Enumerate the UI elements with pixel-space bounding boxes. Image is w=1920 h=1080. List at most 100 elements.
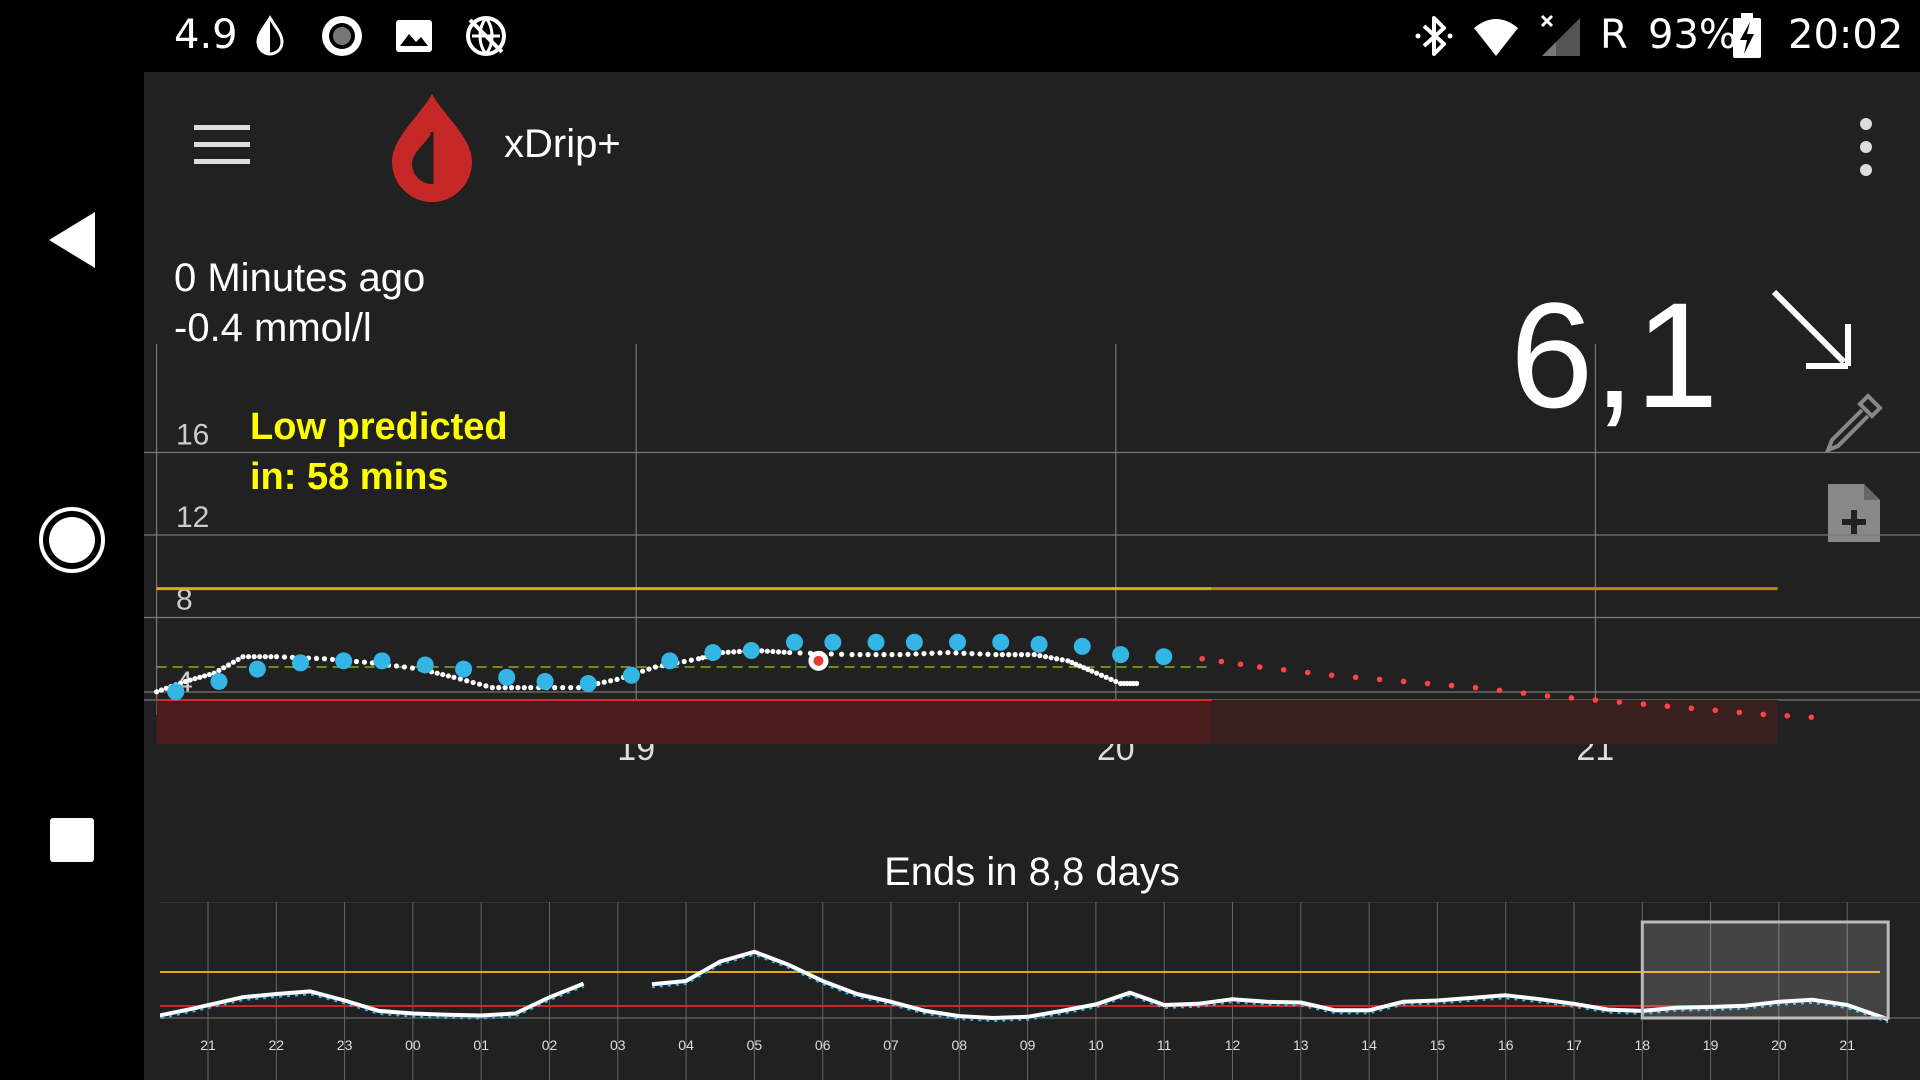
raw-point (699, 655, 706, 661)
overview-viewport-box (1640, 920, 1890, 1020)
raw-point (945, 649, 951, 656)
overview-x-tick-label: 20 (1771, 1037, 1787, 1053)
prediction-point (1760, 711, 1767, 718)
raw-point (961, 650, 967, 656)
raw-point (216, 667, 222, 674)
bg-point (416, 656, 434, 674)
raw-point (905, 651, 911, 657)
prediction-point (1688, 705, 1695, 712)
raw-point (163, 685, 169, 691)
overview-x-tick-label: 05 (747, 1037, 763, 1053)
raw-point (781, 649, 787, 655)
raw-point (1048, 655, 1054, 661)
prediction-point (1544, 693, 1551, 699)
home-button[interactable] (30, 498, 114, 582)
raw-point (496, 685, 502, 691)
raw-point (230, 659, 236, 665)
bg-point (167, 683, 185, 701)
recents-button[interactable] (30, 798, 114, 882)
image-icon (396, 20, 432, 52)
overview-x-tick-label: 11 (1157, 1037, 1172, 1053)
overview-x-tick-label: 15 (1430, 1037, 1446, 1053)
signal-icon (1540, 14, 1580, 56)
raw-point (329, 656, 336, 663)
minutes-ago-label: 0 Minutes ago (174, 256, 426, 300)
back-button[interactable] (30, 198, 114, 282)
raw-point (273, 654, 280, 660)
overview-chart[interactable]: 21 22 23 00 01 02 03 04 05 06 07 08 09 10 11 12 13 14 15 16… (160, 902, 1920, 1080)
raw-point (502, 685, 508, 691)
raw-point (187, 677, 193, 683)
raw-point (182, 678, 188, 685)
raw-point (640, 668, 646, 674)
overview-x-tick-label: 00 (405, 1037, 421, 1053)
raw-point (977, 651, 983, 657)
raw-point (401, 664, 408, 670)
raw-point (1077, 663, 1083, 669)
raw-point (245, 654, 252, 660)
prediction-point (1237, 661, 1244, 668)
prediction-point (1616, 699, 1623, 705)
overview-x-tick-label: 09 (1020, 1037, 1036, 1053)
raw-point (601, 679, 607, 685)
low-band-future (1211, 700, 1778, 744)
low-band-past (156, 700, 1212, 744)
raw-point (201, 673, 208, 679)
bg-point (210, 672, 228, 690)
toolbar: xDrip+ (144, 72, 1920, 220)
raw-point (489, 685, 495, 691)
low-predicted-warning: Low predicted in: 58 mins (250, 406, 508, 498)
bg-point (867, 633, 885, 651)
raw-point (1031, 652, 1037, 658)
prediction-point (1664, 703, 1671, 709)
drop-half-icon (256, 15, 284, 56)
bg-point (905, 633, 923, 651)
trend-arrow-down-right-icon (1771, 289, 1851, 369)
raw-point (828, 651, 834, 657)
raw-point (849, 652, 855, 658)
raw-point (508, 685, 515, 691)
overview-x-tick-label: 23 (337, 1037, 353, 1053)
prediction-point (1280, 666, 1287, 673)
sensor-status-label: Ends in 8,8 days (884, 850, 1180, 894)
bg-point (1030, 635, 1048, 653)
raw-point (1006, 652, 1012, 658)
overview-bg-line (160, 949, 1889, 1022)
raw-point (764, 648, 770, 654)
bg-point (335, 652, 353, 670)
bg-point (622, 666, 640, 684)
raw-point (897, 652, 903, 658)
raw-point (865, 652, 871, 658)
overview-x-tick-label: 18 (1635, 1037, 1651, 1053)
raw-point (560, 685, 566, 691)
overview-x-tick-label: 02 (542, 1037, 558, 1053)
raw-point (921, 650, 927, 657)
main-bg-chart[interactable]: 161284192021 (144, 320, 1920, 926)
raw-point (568, 685, 574, 691)
current-bg-value: 6,1 (1510, 271, 1719, 439)
hamburger-menu-icon[interactable] (194, 117, 254, 173)
overflow-menu-icon[interactable] (1844, 112, 1888, 182)
prediction-point (1520, 690, 1527, 696)
raw-point (1042, 654, 1049, 660)
raw-point (268, 654, 274, 660)
overview-x-tick-label: 12 (1225, 1037, 1241, 1053)
add-note-icon[interactable] (1820, 480, 1886, 546)
raw-point (457, 676, 463, 682)
prediction-point (1592, 697, 1599, 703)
back-triangle-icon (49, 212, 95, 268)
raw-point (1103, 674, 1109, 680)
overview-x-tick-label: 21 (1839, 1037, 1855, 1053)
overview-x-tick-label: 07 (883, 1037, 899, 1053)
delta-label: -0.4 mmol/l (174, 306, 372, 350)
raw-point (1134, 680, 1140, 687)
calibration-pipette-icon[interactable] (1820, 390, 1886, 456)
raw-point (464, 678, 470, 684)
bg-point (579, 675, 597, 692)
raw-point (1059, 657, 1065, 663)
raw-point (775, 649, 782, 655)
prediction-point (1424, 680, 1431, 687)
overview-x-tick-label: 17 (1566, 1037, 1582, 1053)
bg-point (536, 672, 554, 690)
bg-point (291, 654, 309, 672)
